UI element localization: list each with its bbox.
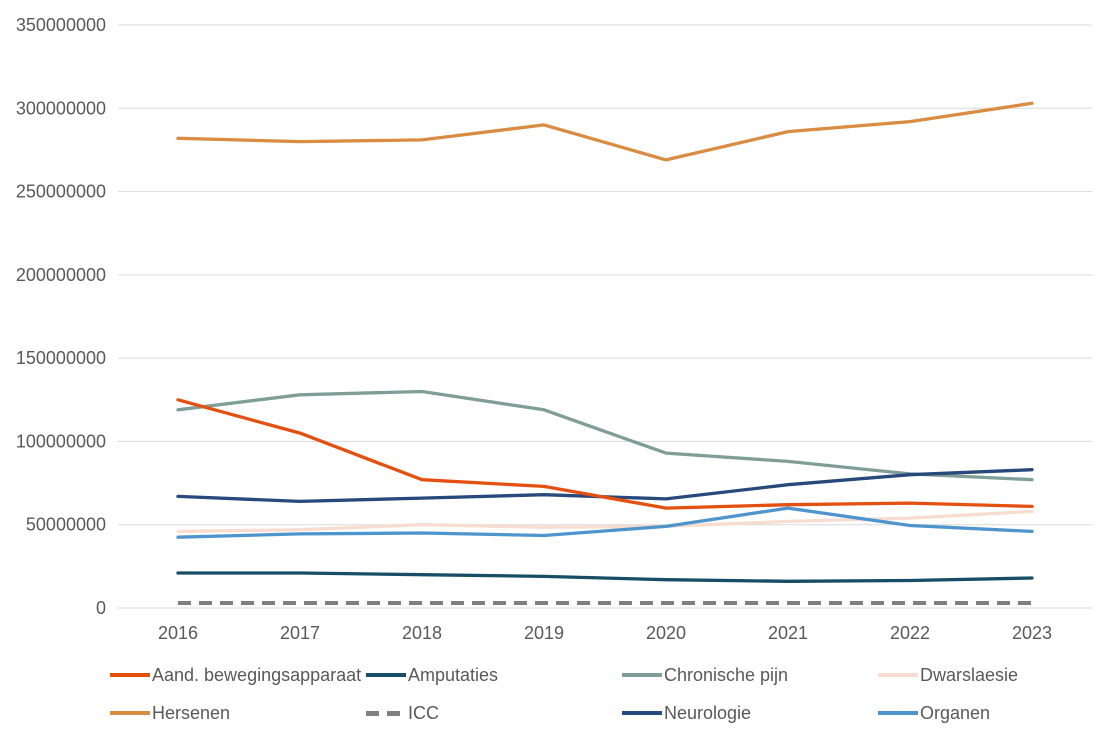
legend-label: Dwarslaesie [920,664,1019,685]
legend-label: Aand. bewegingsapparaat [152,664,362,685]
legend-item-aand-bewegingsapparaat: Aand. bewegingsapparaat [110,663,366,687]
y-tick-label: 50000000 [26,515,106,535]
y-tick-label: 200000000 [16,265,106,285]
legend-item-dwarslaesie: Dwarslaesie [878,663,1112,687]
legend-item-organen: Organen [878,701,1112,725]
plot-area: 0 50000000 100000000 150000000 200000000 2500… [16,15,1092,643]
legend-label: Amputaties [408,664,499,685]
legend-label: ICC [408,702,439,723]
legend-swatch-dwarslaesie [878,673,918,677]
legend-swatch-chronische-pijn [622,673,662,677]
y-tick-label: 300000000 [16,98,106,118]
x-tick-label: 2020 [646,623,686,643]
y-tick-label: 0 [96,598,106,618]
legend-label: Chronische pijn [664,664,789,685]
legend-item-chronische-pijn: Chronische pijn [622,663,878,687]
legend-swatch-hersenen [110,711,150,715]
series-line-aand-bewegingsapparaat [176,398,1034,510]
legend-swatch-icc [366,710,406,716]
legend-swatch-organen [878,711,918,715]
legend-swatch-neurologie [622,711,662,715]
series-line-amputaties [176,571,1034,583]
legend-label: Hersenen [152,702,231,723]
y-tick-label: 350000000 [16,15,106,35]
x-tick-label: 2018 [402,623,442,643]
series-line-dwarslaesie [176,509,1034,534]
legend-label: Neurologie [664,702,752,723]
legend-item-icc: ICC [366,701,622,725]
x-tick-label: 2021 [768,623,808,643]
y-tick-label: 150000000 [16,348,106,368]
x-tick-label: 2016 [158,623,198,643]
x-tick-label: 2023 [1012,623,1052,643]
legend-item-neurologie: Neurologie [622,701,878,725]
x-tick-label: 2017 [280,623,320,643]
x-tick-label: 2019 [524,623,564,643]
y-tick-label: 250000000 [16,182,106,202]
legend-label: Organen [920,702,991,723]
series-line-hersenen [176,101,1034,162]
y-tick-label: 100000000 [16,431,106,451]
chart-legend: Aand. bewegingsapparaat Amputaties Chronis… [110,663,1112,725]
legend-swatch-aand-bewegingsapparaat [110,673,150,677]
series-line-organen [176,506,1034,539]
series-line-chronische-pijn [176,389,1034,482]
legend-item-amputaties: Amputaties [366,663,622,687]
x-tick-label: 2022 [890,623,930,643]
legend-item-hersenen: Hersenen [110,701,366,725]
legend-swatch-amputaties [366,673,406,677]
